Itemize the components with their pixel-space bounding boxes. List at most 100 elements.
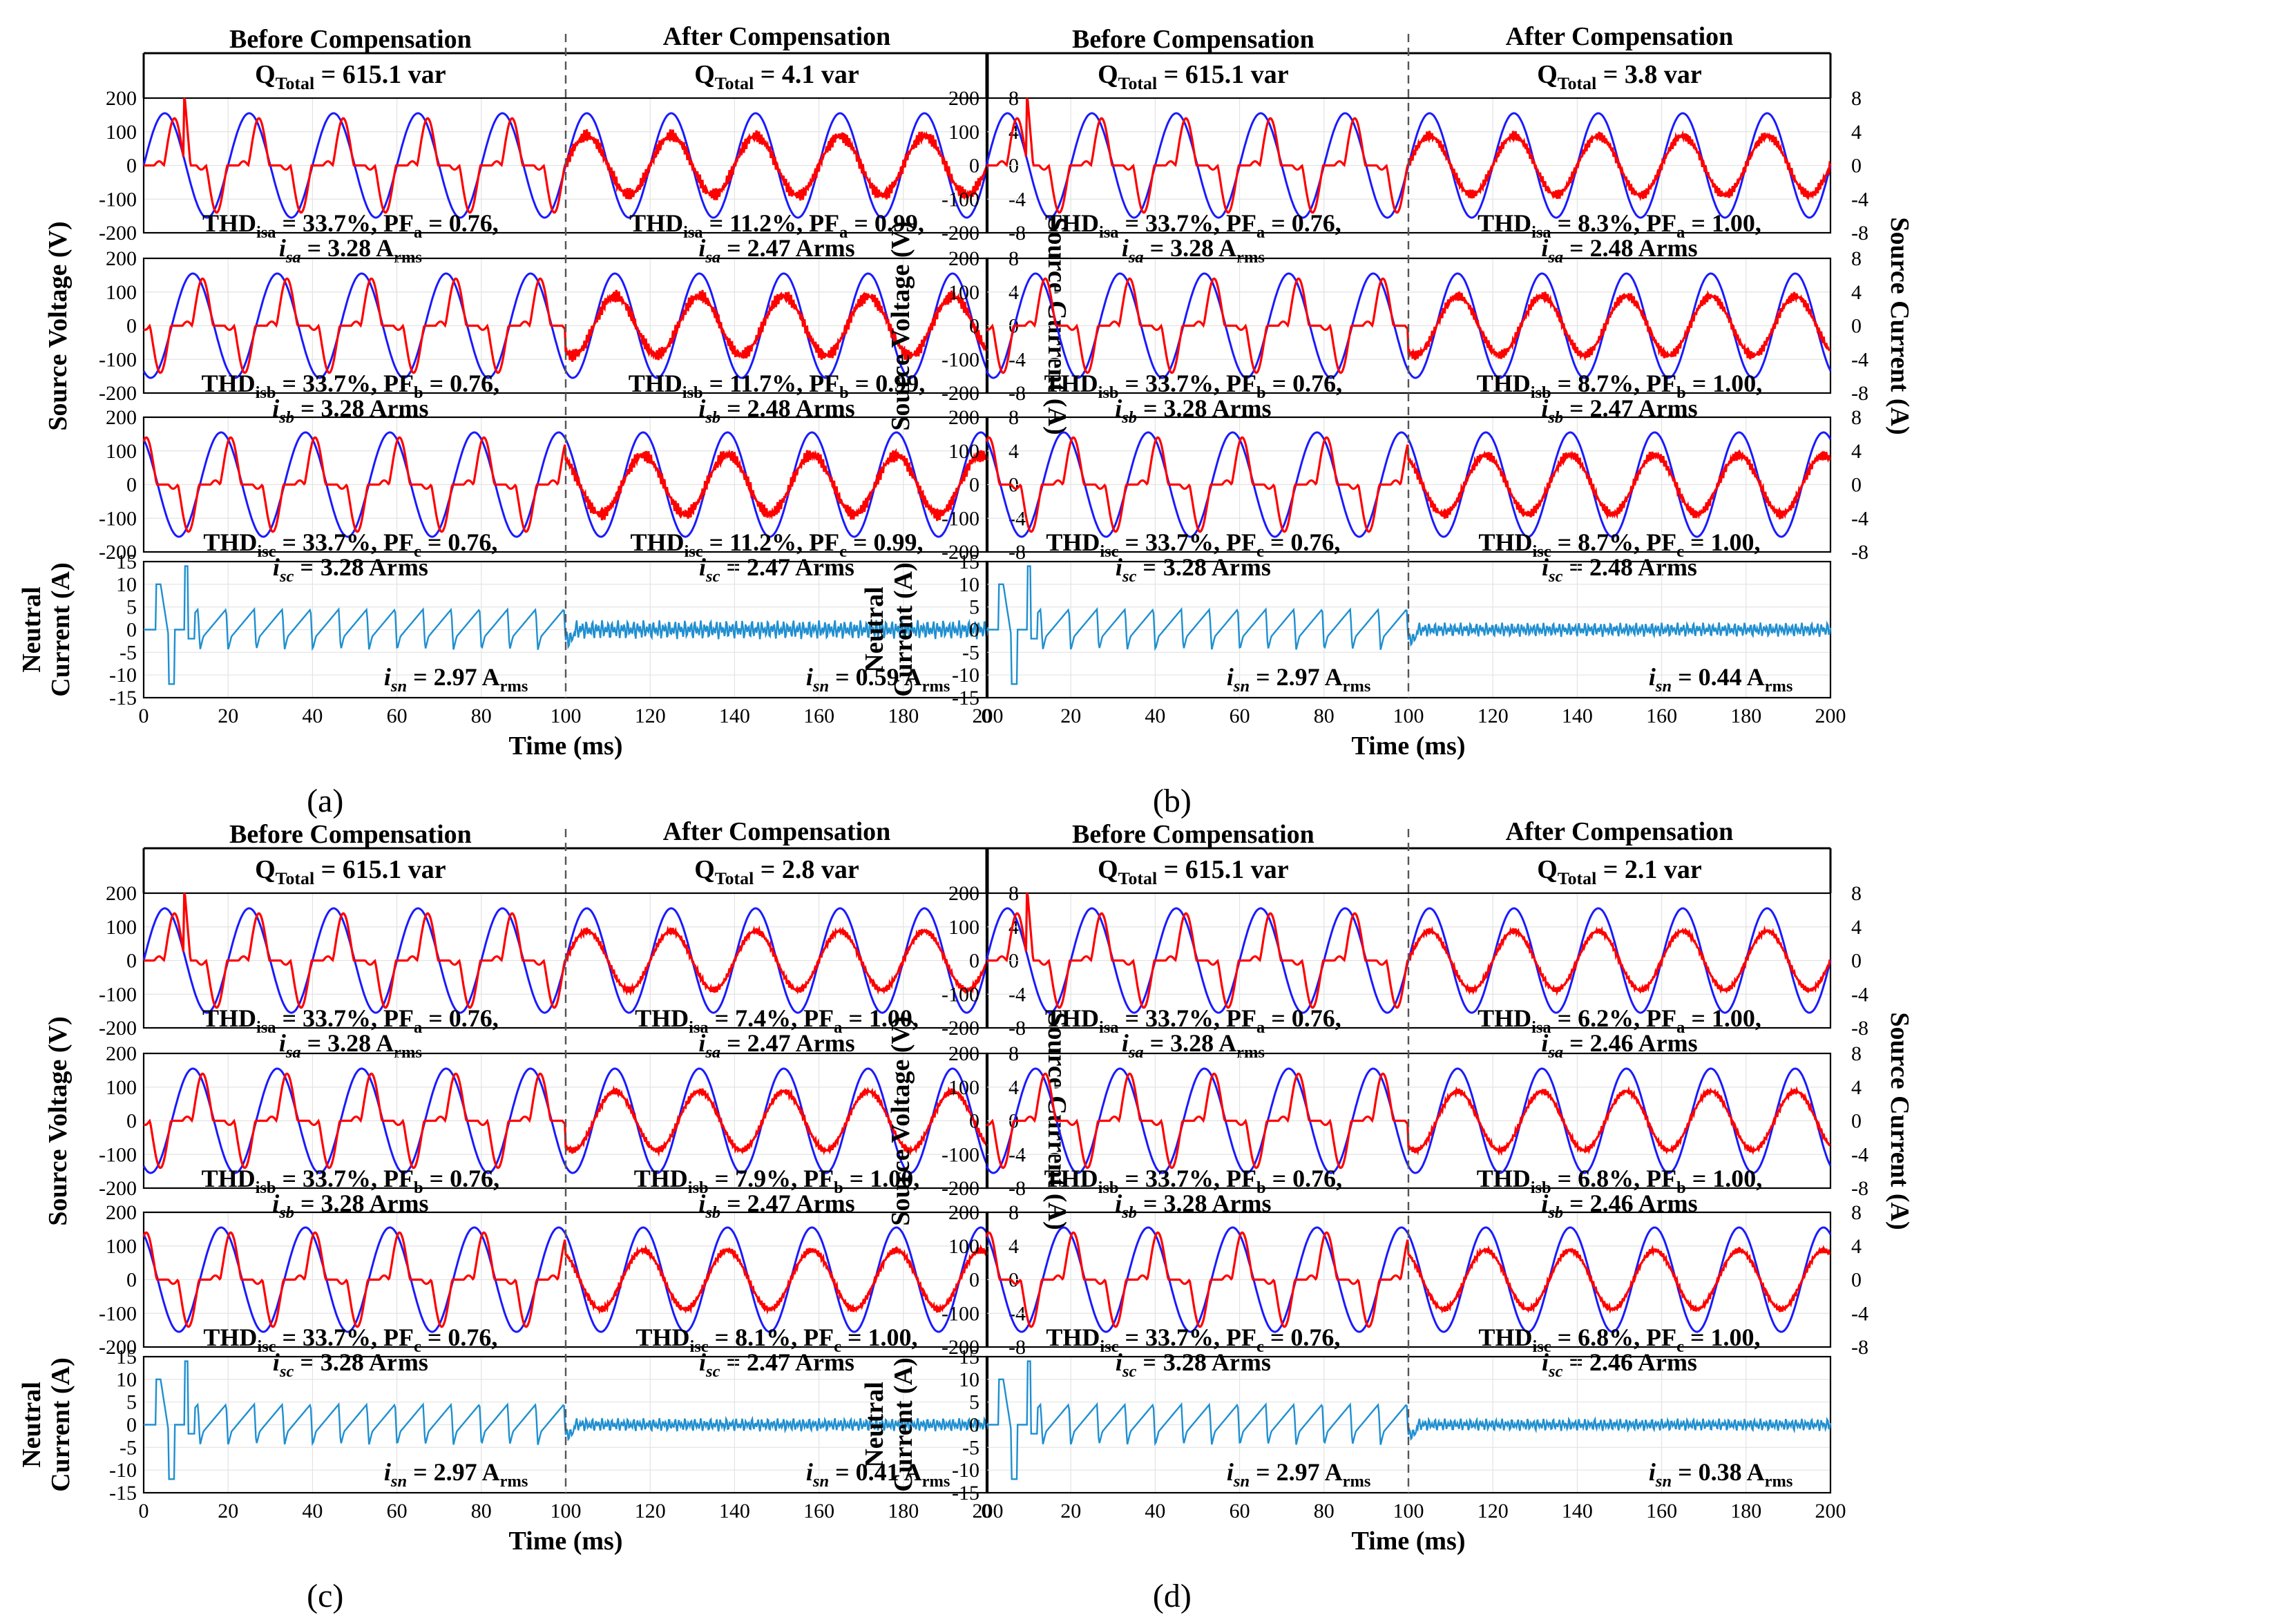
q-total-before: QTotal = 615.1 var: [1098, 60, 1289, 93]
irms-before-annotation: isa = 3.28 Arms: [1122, 1029, 1265, 1062]
isn-before-annotation: isn = 2.97 Arms: [384, 1458, 528, 1491]
neutral-tick-label: 15: [959, 1346, 979, 1368]
voltage-tick-label: -200: [941, 1177, 979, 1200]
voltage-tick-label: 0: [969, 474, 979, 497]
current-tick-label: 8: [1851, 1042, 1862, 1065]
voltage-tick-label: -100: [941, 983, 979, 1006]
x-tick-label: 160: [803, 1500, 834, 1522]
neutral-tick-label: 10: [959, 573, 979, 596]
irms-after-annotation: isa = 2.48 Arms: [1541, 234, 1697, 267]
x-tick-label: 80: [471, 1500, 492, 1522]
x-tick-label: 0: [982, 1500, 992, 1522]
neutral-tick-label: 15: [959, 551, 979, 573]
neutral-tick-label: 15: [116, 551, 137, 573]
x-tick-label: 180: [888, 1500, 919, 1522]
voltage-tick-label: -100: [99, 188, 137, 211]
current-tick-label: 8: [1851, 406, 1862, 429]
neutral-tick-label: 10: [116, 573, 137, 596]
source-current-line: [985, 436, 1831, 533]
x-tick-label: 100: [551, 1500, 582, 1522]
voltage-tick-label: 100: [948, 916, 979, 939]
voltage-tick-label: -200: [941, 1336, 979, 1359]
voltage-tick-label: 200: [948, 247, 979, 270]
thd-before-annotation: THDisa = 33.7%, PFa = 0.76,: [1045, 209, 1341, 242]
irms-before-annotation: isb = 3.28 Arms: [272, 1190, 428, 1222]
thd-after-annotation: THDisb = 6.8%, PFb = 1.00,: [1477, 1165, 1763, 1197]
x-tick-label: 40: [1145, 705, 1165, 727]
x-tick-label: 200: [973, 1500, 1004, 1522]
isn-before-annotation: isn = 2.97 Arms: [1227, 1458, 1370, 1491]
current-tick-label: -8: [1851, 1177, 1868, 1200]
voltage-tick-label: -100: [99, 507, 137, 530]
voltage-tick-label: 200: [948, 406, 979, 429]
voltage-tick-label: 200: [106, 1201, 137, 1224]
irms-before-annotation: isc = 3.28 Arms: [273, 553, 428, 586]
thd-before-annotation: THDisa = 33.7%, PFa = 0.76,: [1045, 1004, 1341, 1037]
current-tick-label: 4: [1851, 440, 1862, 463]
irms-after-annotation: isa = 2.47 Arms: [698, 234, 854, 267]
before-compensation-label: Before Compensation: [1072, 820, 1314, 849]
thd-before-annotation: THDisa = 33.7%, PFa = 0.76,: [202, 1004, 499, 1037]
voltage-tick-label: 200: [106, 882, 137, 905]
x-tick-label: 100: [551, 705, 582, 727]
x-tick-label: 180: [888, 705, 919, 727]
current-tick-label: 4: [1851, 1076, 1862, 1099]
x-axis-label: Time (ms): [509, 1527, 623, 1556]
thd-after-annotation: THDisb = 8.7%, PFb = 1.00,: [1477, 370, 1763, 402]
isn-after-annotation: isn = 0.59 Arms: [806, 663, 950, 696]
neutral-axis-label: Neutral: [17, 1382, 46, 1468]
neutral-tick-label: 10: [959, 1368, 979, 1391]
x-tick-label: 0: [139, 705, 149, 727]
thd-before-annotation: THDisb = 33.7%, PFb = 0.76,: [202, 370, 500, 402]
voltage-tick-label: 0: [969, 315, 979, 338]
y-axis-right-label: Source Current (A): [1885, 1012, 1914, 1230]
x-tick-label: 80: [471, 705, 492, 727]
voltage-tick-label: -200: [99, 222, 137, 245]
voltage-tick-label: -100: [941, 1302, 979, 1325]
x-tick-label: 140: [1562, 705, 1593, 727]
voltage-tick-label: 100: [948, 1235, 979, 1258]
isn-before-annotation: isn = 2.97 Arms: [384, 663, 528, 696]
current-tick-label: -4: [1851, 1143, 1868, 1166]
neutral-tick-label: -5: [962, 1436, 979, 1459]
neutral-tick-label: -10: [952, 1459, 979, 1482]
subplot-b: Before Compensation After Compensation QTo…: [860, 22, 1914, 819]
x-tick-label: 180: [1730, 1500, 1761, 1522]
thd-after-annotation: THDisc = 11.2%, PFc = 0.99,: [630, 528, 923, 561]
thd-before-annotation: THDisb = 33.7%, PFb = 0.76,: [1044, 370, 1343, 402]
q-total-before: QTotal = 615.1 var: [1098, 855, 1289, 888]
neutral-tick-label: -15: [952, 687, 979, 709]
x-axis-label: Time (ms): [509, 732, 623, 761]
subplot-d: Before Compensation After Compensation QTo…: [860, 817, 1914, 1614]
irms-after-annotation: isc = 2.47 Arms: [699, 1348, 854, 1381]
subplot-a: Before Compensation After Compensation QTo…: [17, 22, 1071, 819]
thd-after-annotation: THDisa = 7.4%, PFa = 1.00,: [635, 1004, 919, 1037]
voltage-tick-label: -100: [941, 507, 979, 530]
voltage-tick-label: -100: [99, 983, 137, 1006]
voltage-tick-label: 200: [106, 406, 137, 429]
irms-before-annotation: isb = 3.28 Arms: [272, 394, 428, 427]
current-tick-label: -8: [1851, 541, 1868, 564]
isn-before-annotation: isn = 2.97 Arms: [1227, 663, 1370, 696]
voltage-tick-label: 200: [948, 882, 979, 905]
y-axis-left-label: Source Voltage (V): [44, 1016, 73, 1225]
neutral-tick-label: -10: [109, 664, 137, 687]
voltage-tick-label: 200: [948, 1042, 979, 1065]
voltage-tick-label: 100: [948, 1076, 979, 1099]
x-axis-label: Time (ms): [1352, 1527, 1466, 1556]
current-tick-label: 4: [1851, 281, 1862, 304]
thd-before-annotation: THDisc = 33.7%, PFc = 0.76,: [1046, 1324, 1340, 1356]
before-compensation-label: Before Compensation: [229, 820, 472, 849]
voltage-tick-label: 0: [969, 1269, 979, 1292]
neutral-axis-label: Neutral: [860, 586, 889, 673]
q-total-after: QTotal = 4.1 var: [694, 60, 859, 93]
neutral-tick-label: 15: [116, 1346, 137, 1368]
before-compensation-label: Before Compensation: [229, 25, 472, 54]
current-tick-label: -4: [1851, 188, 1868, 211]
